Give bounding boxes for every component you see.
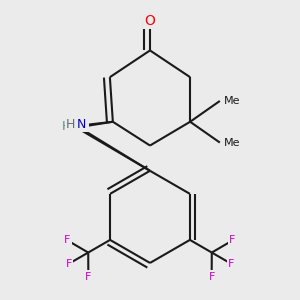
Text: N: N (77, 118, 86, 131)
Text: F: F (64, 236, 71, 245)
Text: H: H (66, 118, 75, 131)
Text: Me: Me (224, 138, 241, 148)
Text: NH: NH (69, 118, 88, 131)
Text: F: F (208, 272, 215, 281)
Text: H: H (62, 120, 71, 133)
Text: Me: Me (224, 96, 241, 106)
Text: F: F (228, 259, 234, 269)
Text: F: F (66, 259, 72, 269)
Text: F: F (85, 272, 92, 281)
Text: F: F (229, 236, 236, 245)
Text: O: O (145, 14, 155, 28)
